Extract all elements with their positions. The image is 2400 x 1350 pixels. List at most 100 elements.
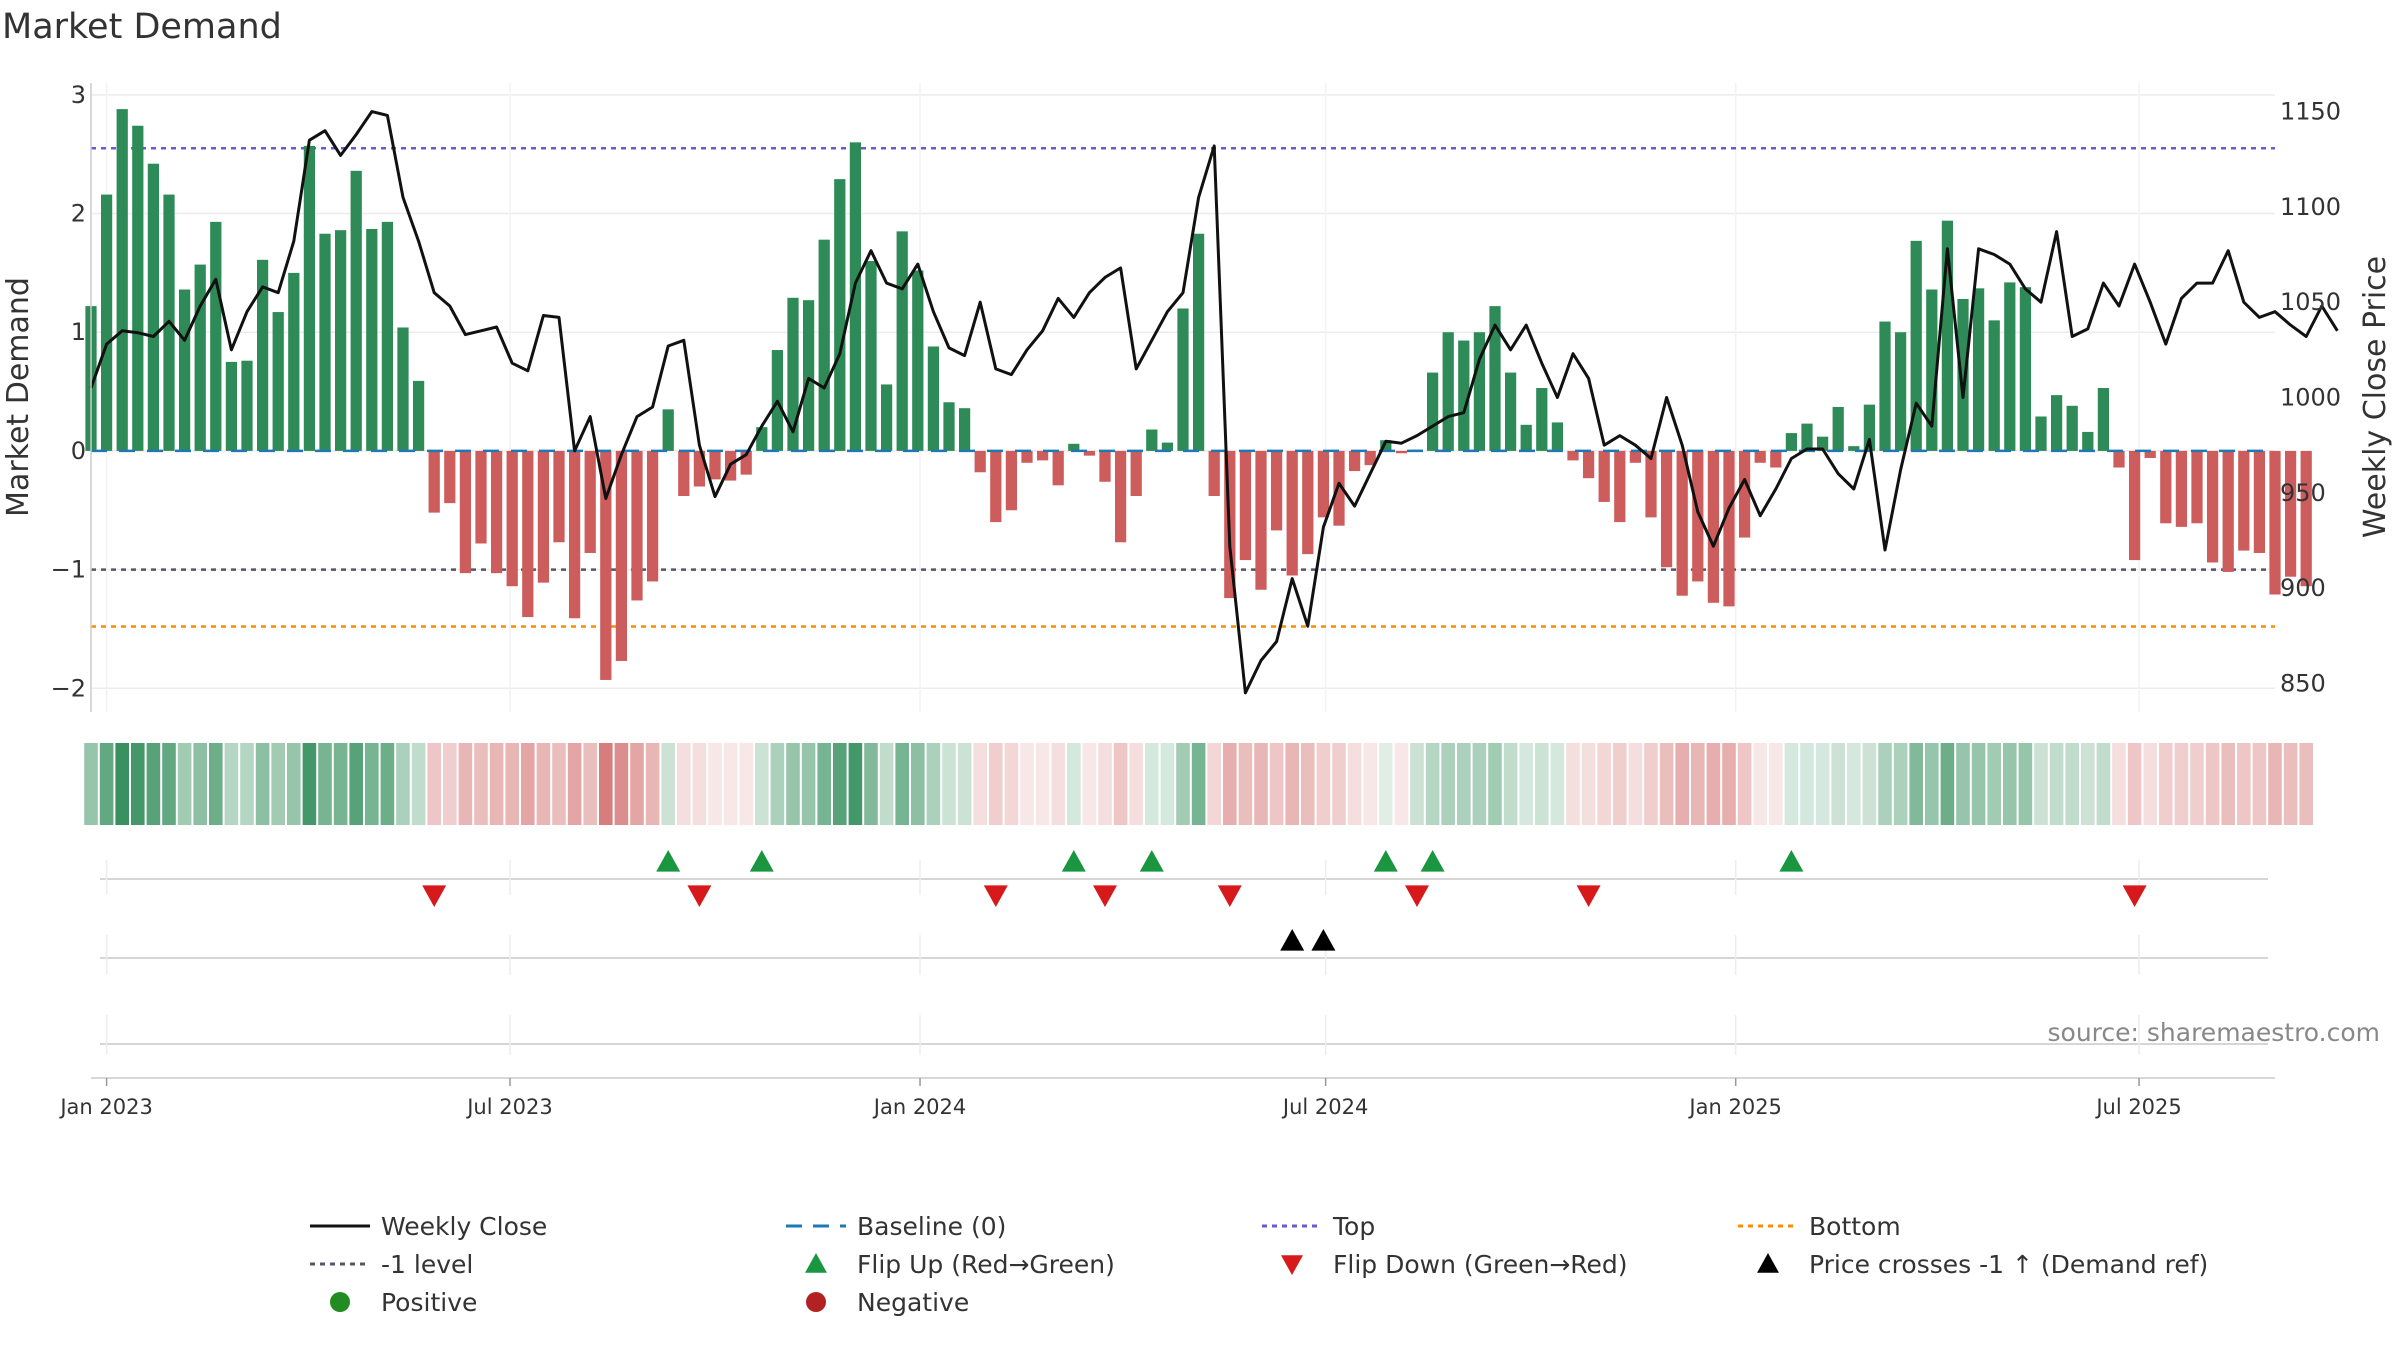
demand-bar-negative bbox=[1723, 450, 1735, 607]
intensity-cell bbox=[1316, 743, 1331, 825]
demand-bar-positive bbox=[1957, 298, 1969, 451]
intensity-cell bbox=[177, 743, 192, 825]
demand-bars bbox=[85, 109, 2312, 680]
demand-bar-positive bbox=[1816, 436, 1829, 451]
intensity-cell bbox=[645, 743, 660, 825]
demand-bar-positive bbox=[178, 289, 191, 451]
intensity-cell bbox=[1831, 743, 1845, 825]
intensity-cell bbox=[1503, 743, 1518, 825]
demand-bar-positive bbox=[381, 221, 394, 451]
demand-bar-positive bbox=[818, 239, 830, 451]
demand-bar-positive bbox=[412, 380, 425, 451]
intensity-cell bbox=[1098, 743, 1112, 825]
intensity-cell bbox=[162, 743, 176, 825]
intensity-cell bbox=[567, 743, 582, 825]
y-tick-label: 1 bbox=[71, 318, 86, 346]
intensity-cell bbox=[1737, 743, 1752, 825]
demand-bar-positive bbox=[366, 228, 378, 451]
legend-item: Baseline (0) bbox=[786, 1212, 1006, 1241]
intensity-cell bbox=[115, 743, 129, 825]
intensity-cell bbox=[2299, 743, 2313, 825]
intensity-cell bbox=[1472, 743, 1487, 825]
intensity-cell bbox=[318, 743, 332, 825]
demand-bar-negative bbox=[2238, 450, 2250, 551]
demand-bar-positive bbox=[958, 408, 971, 451]
legend-item: Price crosses -1 ↑ (Demand ref) bbox=[1757, 1250, 2208, 1279]
legend-label: Baseline (0) bbox=[857, 1212, 1006, 1241]
legend-item: Flip Down (Green→Red) bbox=[1281, 1250, 1628, 1279]
event-markers bbox=[422, 850, 2147, 951]
demand-bar-positive bbox=[272, 312, 284, 451]
intensity-cell bbox=[458, 743, 473, 825]
demand-bar-negative bbox=[537, 450, 550, 583]
flip-down-marker bbox=[983, 885, 1008, 907]
y2-tick-label: 1000 bbox=[2280, 384, 2341, 412]
legend-label: Flip Up (Red→Green) bbox=[857, 1250, 1115, 1279]
demand-bar-positive bbox=[1520, 424, 1532, 451]
demand-bar-positive bbox=[1926, 289, 1938, 451]
intensity-cell bbox=[614, 743, 629, 825]
demand-bar-positive bbox=[1504, 372, 1517, 451]
intensity-cell bbox=[677, 743, 691, 825]
intensity-cell bbox=[957, 743, 972, 825]
y-axis-title: Market Demand bbox=[1, 277, 36, 517]
flip-up-marker bbox=[656, 850, 681, 872]
reference-lines bbox=[91, 147, 2275, 628]
intensity-cell bbox=[2174, 743, 2189, 825]
intensity-cell bbox=[1285, 743, 1299, 825]
demand-bar-positive bbox=[1551, 422, 1564, 451]
intensity-cell bbox=[131, 743, 145, 825]
demand-bar-negative bbox=[2175, 450, 2188, 527]
intensity-cell bbox=[723, 743, 738, 825]
demand-bar-negative bbox=[2128, 450, 2141, 561]
demand-bar-positive bbox=[1894, 332, 1907, 451]
legend-item: Weekly Close bbox=[310, 1212, 547, 1241]
flip-up-marker bbox=[1779, 850, 1804, 872]
demand-bar-positive bbox=[849, 142, 862, 451]
demand-bar-negative bbox=[1317, 450, 1330, 518]
demand-bar-negative bbox=[1239, 450, 1252, 561]
x-tick-label: Jan 2023 bbox=[58, 1095, 153, 1119]
intensity-cell bbox=[1379, 743, 1393, 825]
demand-bar-negative bbox=[459, 450, 472, 574]
demand-bar-negative bbox=[740, 450, 752, 475]
intensity-cell bbox=[2096, 743, 2111, 825]
demand-bar-negative bbox=[1645, 450, 1657, 518]
intensity-cell bbox=[2081, 743, 2095, 825]
demand-bar-positive bbox=[1442, 332, 1454, 451]
demand-bar-positive bbox=[1785, 433, 1798, 451]
right-axis-ticks: 1150 1100 1050 1000 950 900 850 bbox=[2280, 98, 2341, 698]
intensity-cell bbox=[1332, 743, 1346, 825]
demand-bar-negative bbox=[1302, 450, 1314, 555]
legend-swatch bbox=[330, 1292, 350, 1312]
legend-item: Positive bbox=[330, 1288, 477, 1317]
y2-tick-label: 1050 bbox=[2280, 288, 2341, 316]
intensity-cell bbox=[1176, 743, 1190, 825]
legend-item: -1 level bbox=[310, 1250, 473, 1279]
y2-tick-label: 1150 bbox=[2280, 98, 2341, 126]
intensity-cell bbox=[1925, 743, 1939, 825]
intensity-cell bbox=[973, 743, 987, 825]
demand-bar-negative bbox=[1614, 450, 1626, 523]
demand-bar-positive bbox=[2019, 287, 2032, 451]
demand-bar-negative bbox=[974, 450, 986, 473]
demand-bar-negative bbox=[1208, 450, 1220, 497]
demand-bar-negative bbox=[1270, 450, 1283, 531]
flip-up-marker bbox=[1139, 850, 1164, 872]
demand-bar-positive bbox=[147, 163, 160, 451]
demand-bar-negative bbox=[2206, 450, 2219, 563]
demand-bar-negative bbox=[1052, 450, 1064, 486]
demand-bar-positive bbox=[132, 125, 144, 451]
legend-label: Price crosses -1 ↑ (Demand ref) bbox=[1809, 1250, 2208, 1279]
legend-item: Top bbox=[1262, 1212, 1375, 1241]
demand-bar-positive bbox=[334, 230, 347, 451]
flip-down-marker bbox=[1405, 885, 1429, 907]
flip-down-marker bbox=[422, 885, 447, 907]
intensity-cell bbox=[2018, 743, 2033, 825]
demand-bar-positive bbox=[2035, 416, 2047, 451]
intensity-cell bbox=[1020, 743, 1034, 825]
intensity-cell bbox=[2034, 743, 2048, 825]
intensity-cell bbox=[864, 743, 878, 825]
demand-bar-negative bbox=[1395, 450, 1408, 454]
flip-down-marker bbox=[1217, 885, 1242, 907]
